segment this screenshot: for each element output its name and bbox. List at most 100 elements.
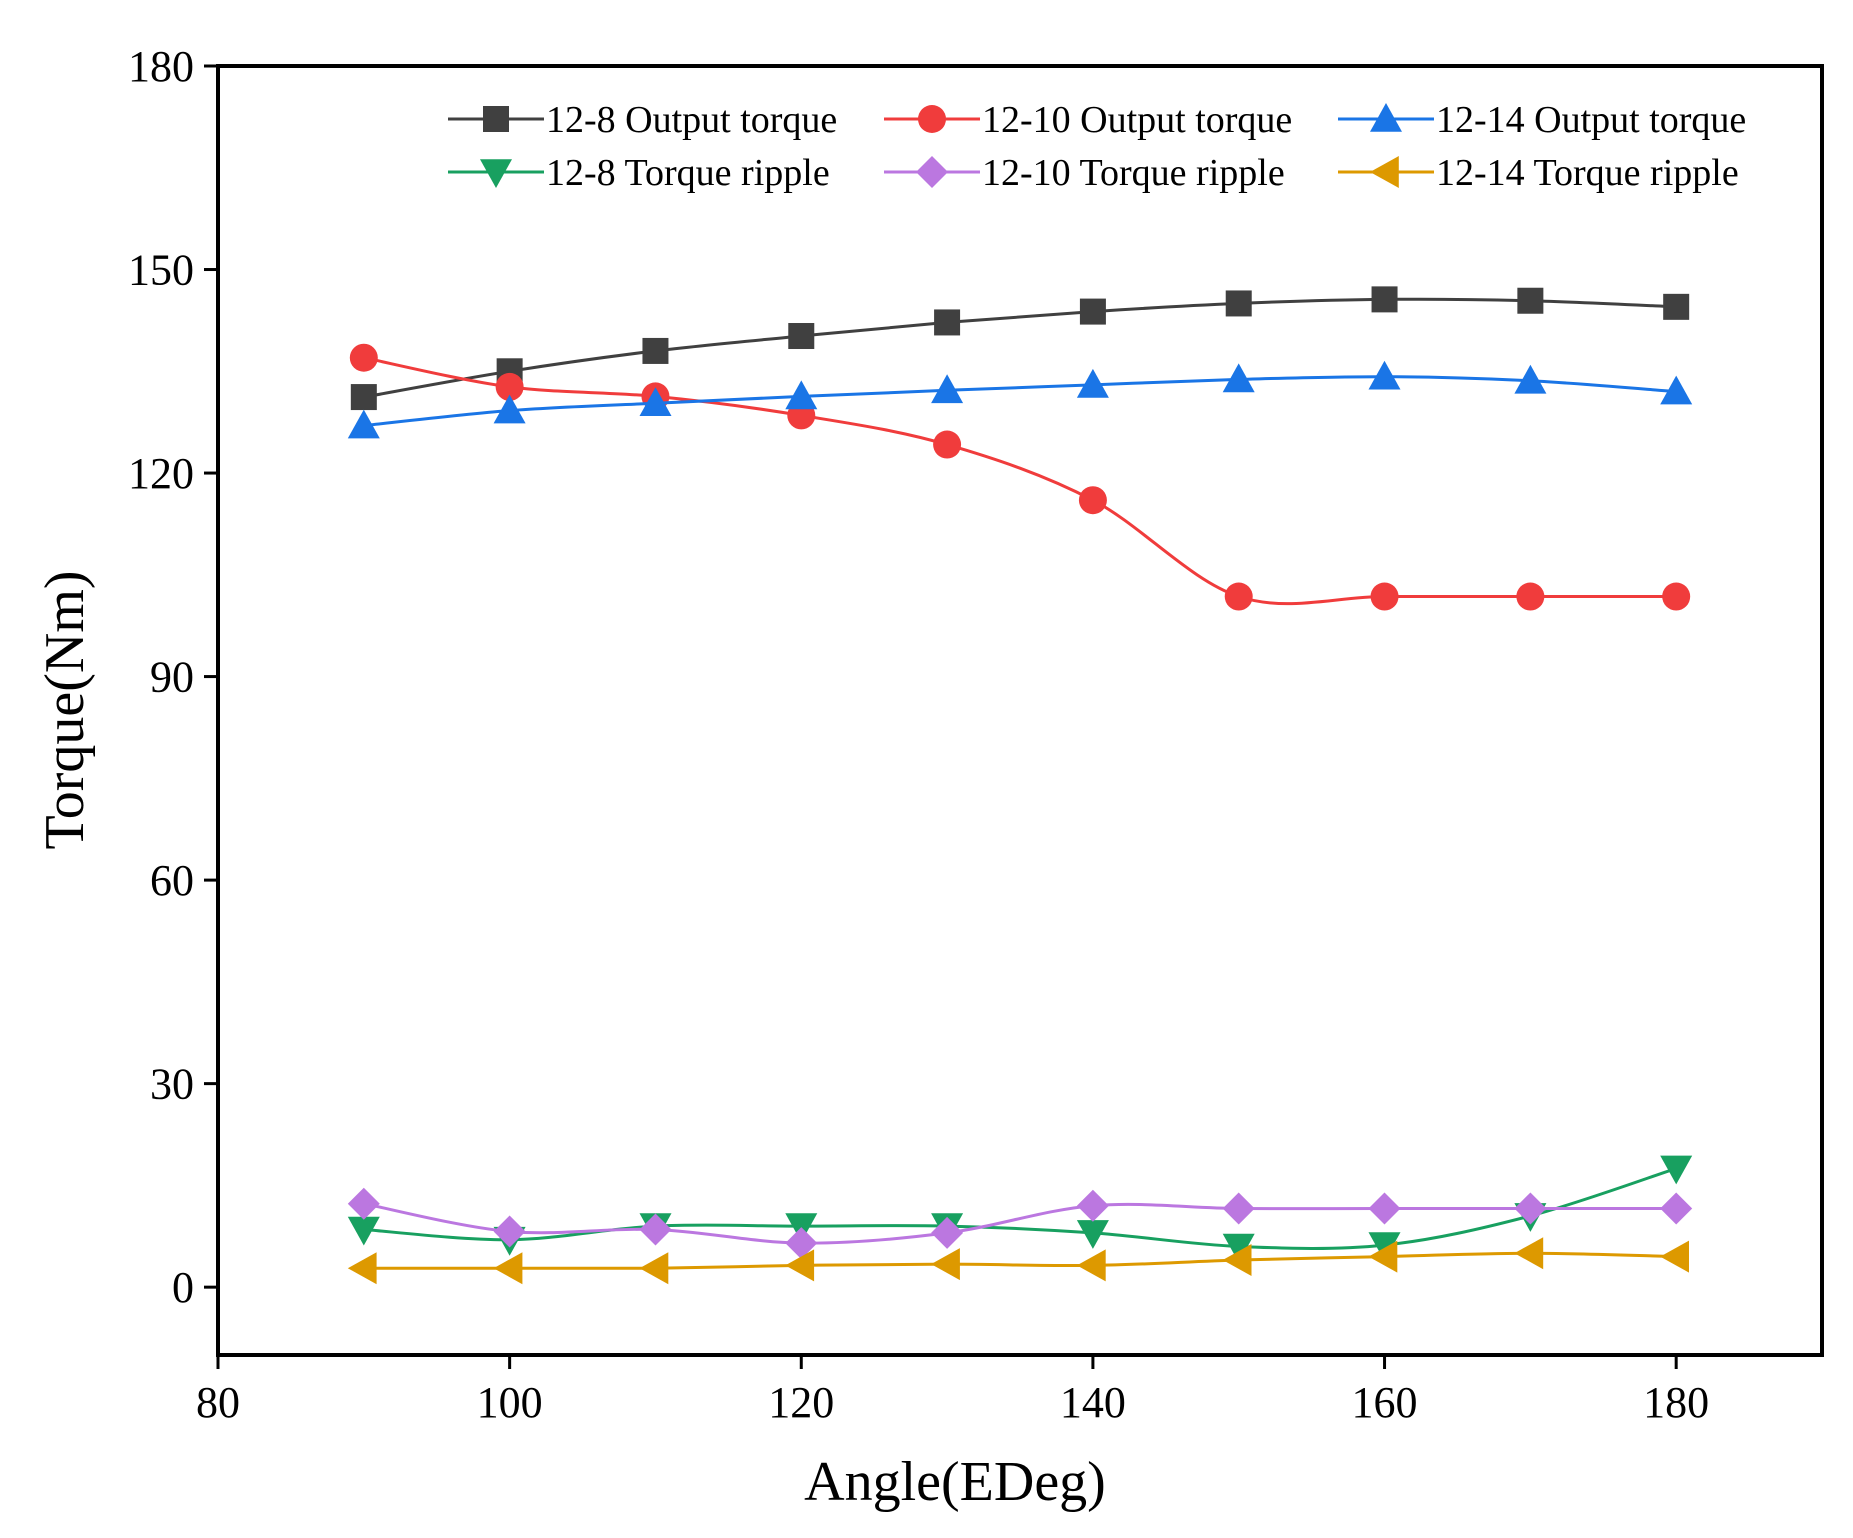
- data-point: [1660, 1155, 1693, 1185]
- data-point: [639, 1252, 669, 1285]
- x-tick-label: 120: [768, 1378, 834, 1427]
- data-point: [493, 394, 526, 424]
- legend-item: 12-10 Output torque: [884, 99, 1292, 141]
- data-point: [1660, 1192, 1693, 1225]
- data-point: [347, 1252, 377, 1285]
- data-point: [1224, 582, 1253, 611]
- data-point: [493, 1252, 523, 1285]
- data-point: [785, 380, 818, 410]
- series-line: [363, 356, 1677, 606]
- series-2: [347, 360, 1693, 439]
- legend-label: 12-8 Output torque: [546, 99, 837, 141]
- data-point: [1222, 1244, 1252, 1276]
- data-point: [347, 409, 380, 439]
- data-point: [493, 1215, 526, 1248]
- data-point: [495, 372, 524, 401]
- series-line: [363, 297, 1677, 399]
- series-line: [363, 1202, 1677, 1245]
- data-point: [1222, 1233, 1255, 1263]
- data-point: [1371, 286, 1398, 313]
- legend-marker: [480, 159, 512, 188]
- data-point: [1517, 287, 1544, 314]
- data-point: [347, 1216, 380, 1246]
- data-point: [931, 1248, 960, 1281]
- x-tick-label: 140: [1060, 1378, 1126, 1427]
- legend-label: 12-8 Torque ripple: [546, 152, 830, 194]
- y-tick-label: 180: [128, 42, 194, 91]
- data-point: [931, 374, 964, 404]
- data-point: [1514, 364, 1547, 394]
- legend-item: 12-10 Torque ripple: [884, 152, 1285, 194]
- data-point: [788, 323, 815, 350]
- data-point: [1514, 1237, 1544, 1270]
- data-point: [347, 1187, 380, 1220]
- legend-marker: [483, 106, 509, 132]
- x-tick-label: 160: [1352, 1378, 1418, 1427]
- data-point: [1078, 486, 1107, 515]
- data-point: [1222, 363, 1255, 393]
- data-point: [349, 343, 378, 372]
- data-point: [1368, 1232, 1401, 1262]
- x-axis-title: Angle(EDeg): [804, 1451, 1106, 1513]
- legend-item: 12-8 Output torque: [448, 99, 837, 141]
- y-tick-label: 30: [150, 1060, 194, 1109]
- data-point: [1514, 1192, 1547, 1225]
- data-point: [1079, 298, 1106, 325]
- legend-item: 12-8 Torque ripple: [448, 152, 830, 194]
- ticks-layer: 80 100 120 140 160 180 0 30 60 90 120 150 180: [128, 42, 1709, 1427]
- data-point: [1368, 360, 1401, 390]
- data-point: [642, 337, 669, 364]
- legend-label: 12-14 Output torque: [1436, 99, 1746, 141]
- y-axis-title: Torque(Nm): [34, 570, 96, 849]
- series-line: [363, 1251, 1677, 1270]
- legend-marker: [1370, 103, 1402, 132]
- x-tick-label: 100: [477, 1378, 543, 1427]
- data-point: [785, 1249, 815, 1282]
- legend-label: 12-10 Torque ripple: [982, 152, 1285, 194]
- data-point: [1662, 582, 1691, 611]
- series-4: [347, 1187, 1693, 1260]
- y-tick-label: 150: [128, 246, 194, 295]
- plot-frame: [216, 64, 1824, 1357]
- y-tick-label: 60: [150, 856, 194, 905]
- data-point: [1076, 368, 1109, 398]
- data-point: [1368, 1240, 1398, 1273]
- y-tick-label: 120: [128, 449, 194, 498]
- data-point: [1076, 1189, 1109, 1222]
- legend-marker: [916, 156, 948, 188]
- data-point: [933, 430, 962, 459]
- data-point: [350, 384, 377, 411]
- series-1: [349, 343, 1691, 611]
- x-tick-label: 180: [1643, 1378, 1709, 1427]
- series-0: [350, 286, 1690, 411]
- y-tick-label: 0: [172, 1263, 194, 1312]
- legend-item: 12-14 Torque ripple: [1338, 152, 1739, 194]
- data-point: [1516, 582, 1545, 611]
- data-point: [934, 309, 961, 336]
- data-point: [785, 1227, 818, 1260]
- data-point: [1663, 293, 1690, 320]
- series-line: [363, 1166, 1677, 1250]
- data-point: [1660, 1240, 1689, 1273]
- legend-label: 12-14 Torque ripple: [1436, 152, 1739, 194]
- series-5: [347, 1237, 1689, 1285]
- legend: 12-8 Output torque 12-10 Output torque 12-…: [448, 99, 1746, 194]
- data-point: [639, 387, 672, 416]
- data-point: [1370, 582, 1399, 611]
- data-point: [1222, 1192, 1255, 1225]
- legend-label: 12-10 Output torque: [982, 99, 1292, 141]
- data-point: [1660, 375, 1693, 405]
- legend-marker: [918, 105, 946, 133]
- data-point: [1076, 1220, 1109, 1249]
- data-point: [1076, 1249, 1106, 1282]
- data-point: [1225, 290, 1252, 317]
- data-point: [639, 1213, 672, 1246]
- data-point: [931, 1216, 964, 1249]
- series-line: [363, 375, 1677, 428]
- legend-marker: [1370, 156, 1399, 188]
- legend-item: 12-14 Output torque: [1338, 99, 1746, 141]
- y-tick-label: 90: [150, 653, 194, 702]
- series-layer: [347, 286, 1693, 1285]
- x-tick-label: 80: [196, 1378, 240, 1427]
